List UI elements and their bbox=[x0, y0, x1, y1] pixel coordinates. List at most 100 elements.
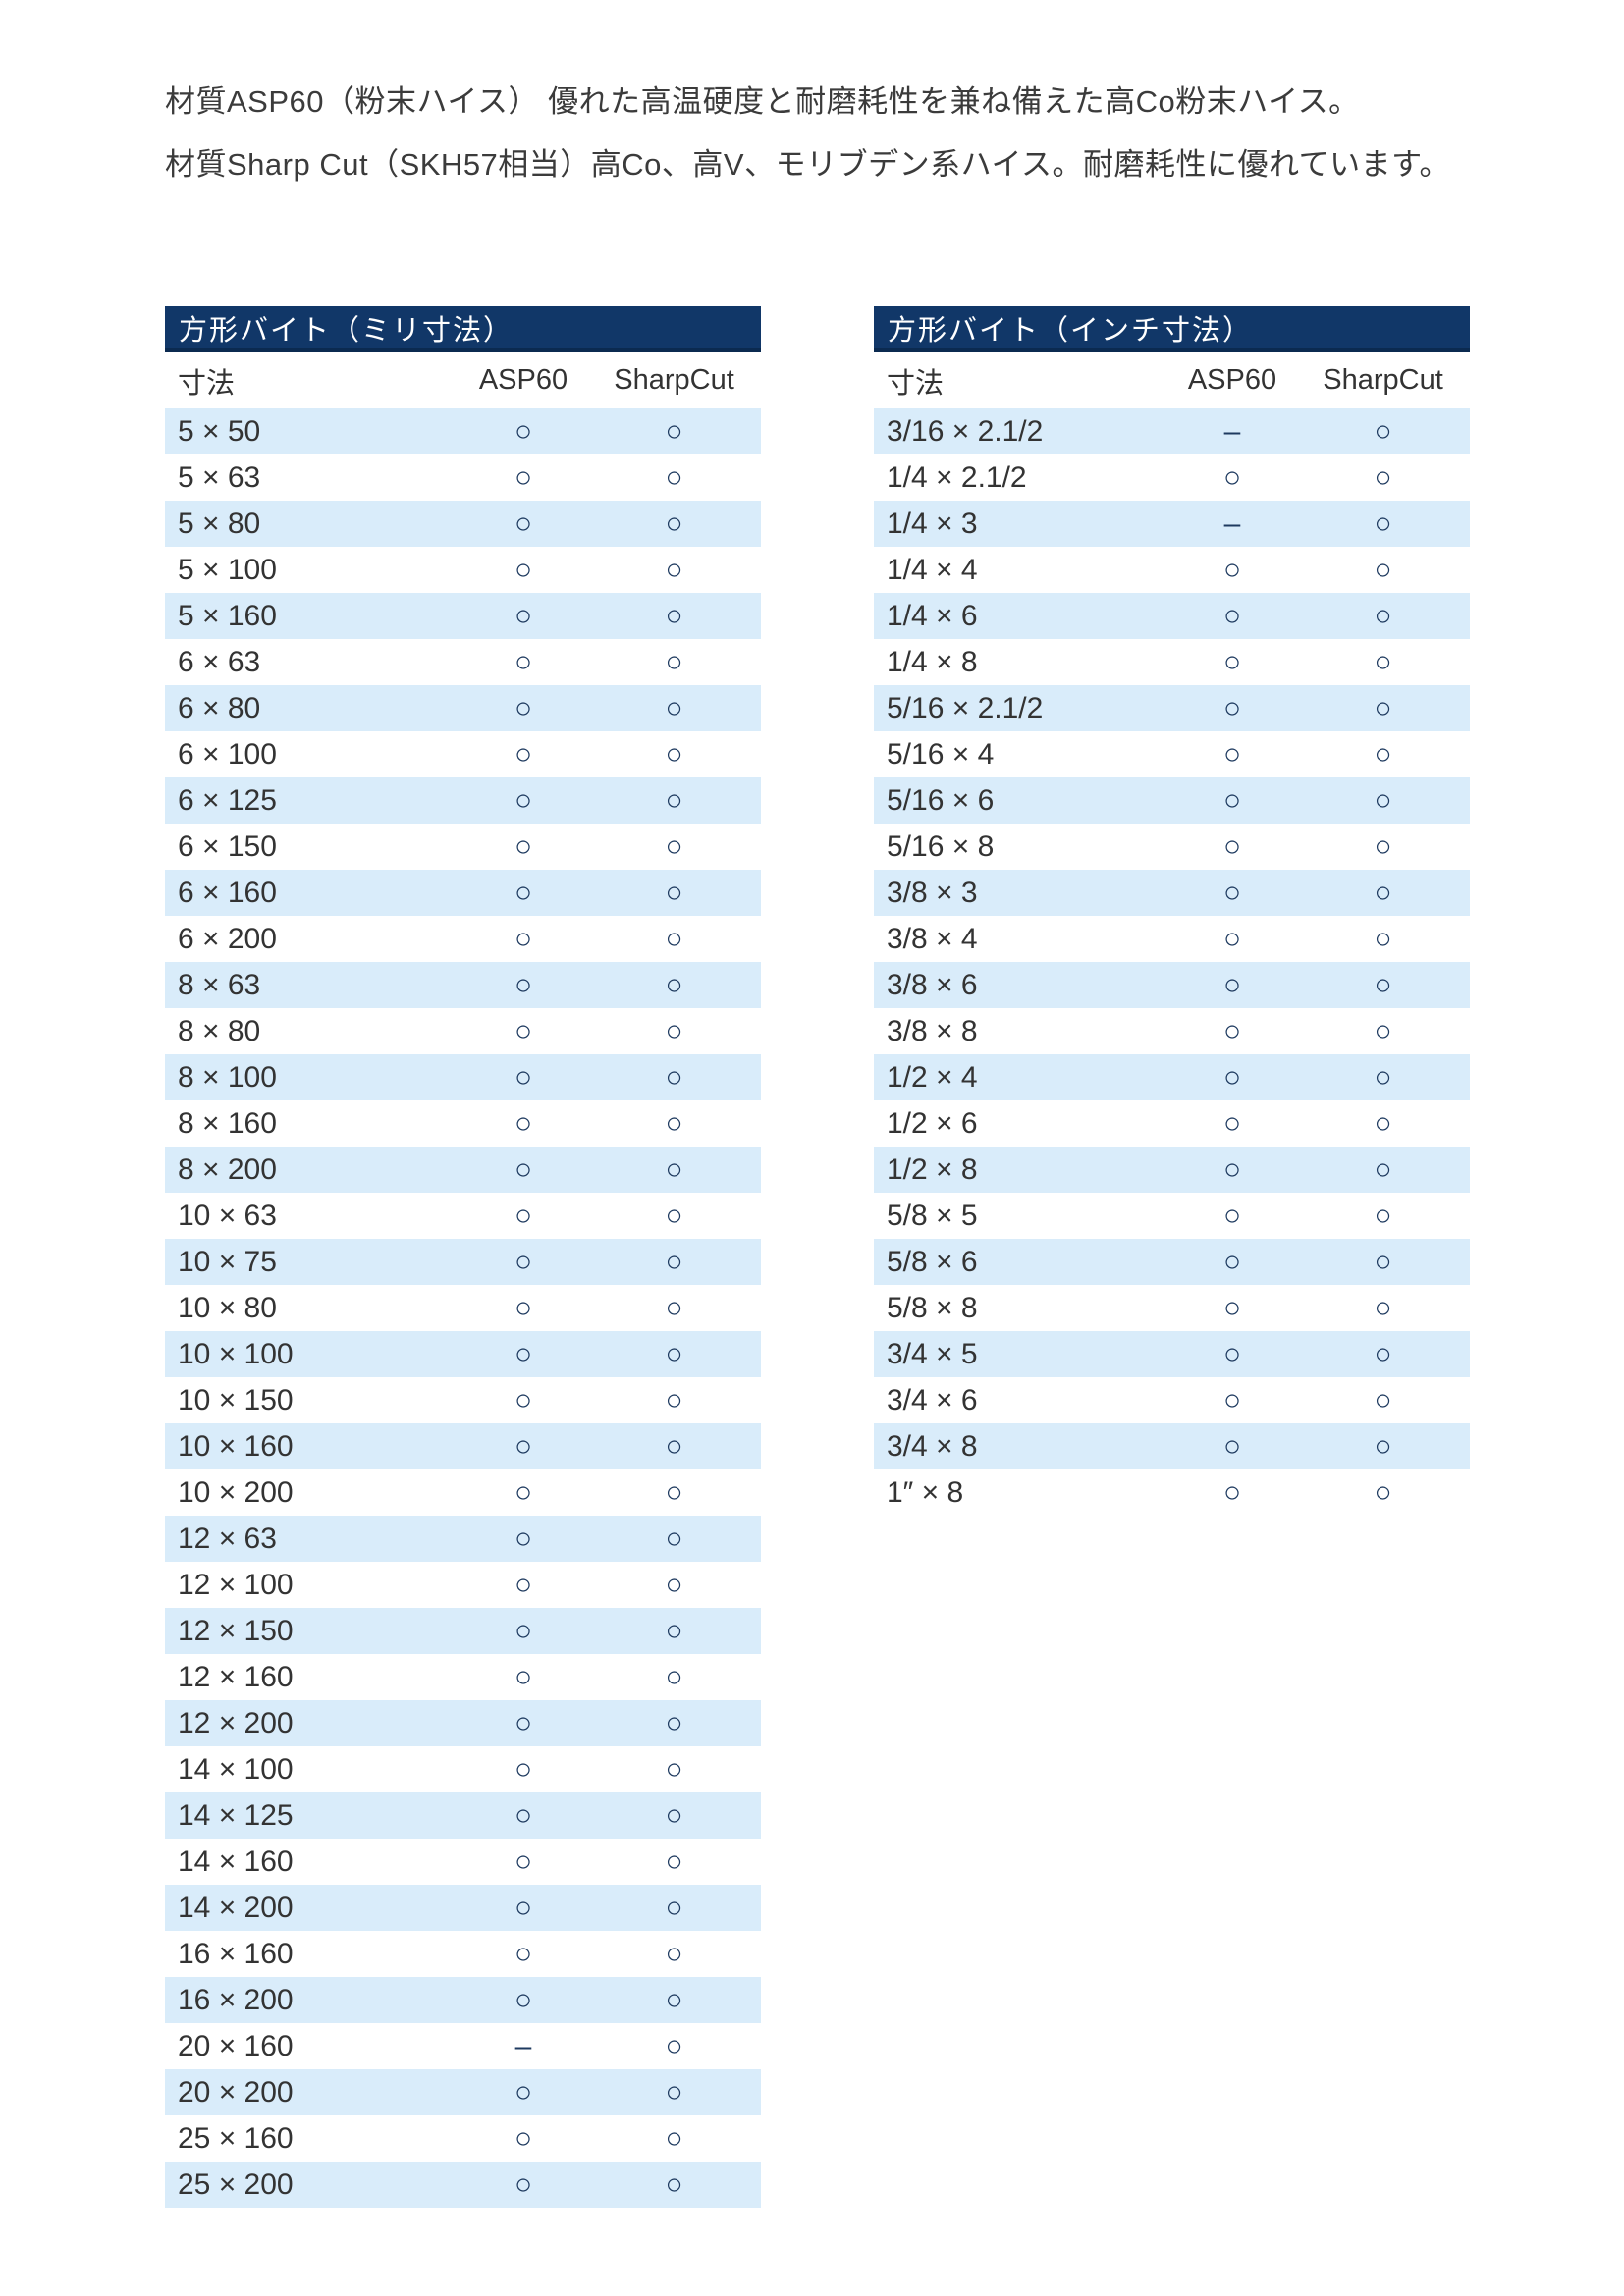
sharpcut-availability-cell: ○ bbox=[665, 1937, 683, 1970]
asp60-availability-cell: ○ bbox=[1222, 783, 1242, 817]
sharpcut-availability-cell: ○ bbox=[665, 2121, 683, 2155]
table-row: 12 × 200 ○ ○ bbox=[165, 1700, 761, 1746]
table-row: 3/8 × 4 ○ ○ bbox=[874, 916, 1470, 962]
size-cell: 12 × 160 bbox=[178, 1660, 294, 1693]
sharpcut-availability-cell: ○ bbox=[1374, 1429, 1392, 1463]
sharpcut-availability-cell: ○ bbox=[1374, 1199, 1392, 1232]
sharpcut-availability-cell: ○ bbox=[665, 2167, 683, 2201]
asp60-availability-cell: ○ bbox=[514, 645, 533, 678]
size-cell: 16 × 160 bbox=[178, 1937, 294, 1970]
asp60-availability-cell: ○ bbox=[514, 1706, 533, 1739]
size-cell: 5/8 × 5 bbox=[887, 1199, 978, 1232]
column-header-size: 寸法 bbox=[887, 367, 945, 400]
table-row: 5/16 × 2.1/2 ○ ○ bbox=[874, 685, 1470, 731]
asp60-availability-cell: ○ bbox=[1222, 829, 1242, 863]
asp60-availability-cell: ○ bbox=[514, 1199, 533, 1232]
sharpcut-availability-cell: ○ bbox=[665, 2075, 683, 2109]
sharpcut-availability-cell: ○ bbox=[1374, 553, 1392, 586]
table-row: 1/2 × 8 ○ ○ bbox=[874, 1147, 1470, 1193]
table-row: 1/4 × 8 ○ ○ bbox=[874, 639, 1470, 685]
sharpcut-availability-cell: ○ bbox=[665, 1152, 683, 1186]
table-row: 20 × 200 ○ ○ bbox=[165, 2069, 761, 2115]
sharpcut-availability-cell: ○ bbox=[665, 829, 683, 863]
table-row: 10 × 100 ○ ○ bbox=[165, 1331, 761, 1377]
sharpcut-availability-cell: ○ bbox=[1374, 1383, 1392, 1416]
sharpcut-availability-cell: ○ bbox=[665, 553, 683, 586]
asp60-availability-cell: ○ bbox=[514, 1522, 533, 1555]
table-square-bits-mm: 方形バイト（ミリ寸法） 寸法 ASP60 SharpCut 5 × 50 ○ ○ 5 × 63… bbox=[165, 306, 761, 2208]
asp60-availability-cell: ○ bbox=[514, 1106, 533, 1140]
size-cell: 5/16 × 6 bbox=[887, 783, 995, 817]
table-row: 1/4 × 6 ○ ○ bbox=[874, 593, 1470, 639]
table-row: 6 × 150 ○ ○ bbox=[165, 824, 761, 870]
asp60-availability-cell: ○ bbox=[514, 1475, 533, 1509]
asp60-availability-cell: ○ bbox=[514, 1983, 533, 2016]
size-cell: 5/8 × 8 bbox=[887, 1291, 978, 1324]
table-row: 16 × 160 ○ ○ bbox=[165, 1931, 761, 1977]
column-header-asp60: ASP60 bbox=[1187, 364, 1277, 396]
sharpcut-availability-cell: ○ bbox=[665, 922, 683, 955]
size-cell: 10 × 160 bbox=[178, 1429, 294, 1463]
column-header-size: 寸法 bbox=[178, 367, 236, 400]
size-cell: 10 × 200 bbox=[178, 1475, 294, 1509]
size-cell: 3/8 × 8 bbox=[887, 1014, 978, 1047]
sharpcut-availability-cell: ○ bbox=[1374, 1291, 1392, 1324]
size-cell: 8 × 200 bbox=[178, 1152, 277, 1186]
sharpcut-availability-cell: ○ bbox=[665, 1429, 683, 1463]
material-description-line-asp60: 材質ASP60（粉末ハイス） 優れた高温硬度と耐磨耗性を兼ね備えた高Co粉末ハイ… bbox=[165, 84, 1360, 119]
asp60-availability-cell: ○ bbox=[514, 1660, 533, 1693]
asp60-availability-cell: – bbox=[1223, 507, 1241, 540]
size-cell: 5/16 × 2.1/2 bbox=[887, 691, 1044, 724]
table-square-bits-inch: 方形バイト（インチ寸法） 寸法 ASP60 SharpCut 3/16 × 2.1/2 –… bbox=[874, 306, 1470, 1516]
sharpcut-availability-cell: ○ bbox=[665, 1844, 683, 1878]
table-row: 3/16 × 2.1/2 – ○ bbox=[874, 408, 1470, 454]
table-row: 3/8 × 3 ○ ○ bbox=[874, 870, 1470, 916]
tables-row: 方形バイト（ミリ寸法） 寸法 ASP60 SharpCut 5 × 50 ○ ○ 5 × 63… bbox=[165, 306, 1470, 2208]
sharpcut-availability-cell: ○ bbox=[665, 460, 683, 494]
size-cell: 10 × 63 bbox=[178, 1199, 277, 1232]
column-header-asp60: ASP60 bbox=[478, 364, 568, 396]
table-row: 10 × 200 ○ ○ bbox=[165, 1469, 761, 1516]
asp60-availability-cell: – bbox=[1223, 414, 1241, 448]
table-row: 10 × 75 ○ ○ bbox=[165, 1239, 761, 1285]
table-row: 3/8 × 6 ○ ○ bbox=[874, 962, 1470, 1008]
table-row: 5 × 80 ○ ○ bbox=[165, 501, 761, 547]
asp60-availability-cell: ○ bbox=[1222, 1475, 1242, 1509]
table-row: 5/16 × 8 ○ ○ bbox=[874, 824, 1470, 870]
sharpcut-availability-cell: ○ bbox=[665, 414, 683, 448]
size-cell: 14 × 100 bbox=[178, 1752, 294, 1786]
table-row: 3/8 × 8 ○ ○ bbox=[874, 1008, 1470, 1054]
sharpcut-availability-cell: ○ bbox=[1374, 414, 1392, 448]
size-cell: 10 × 75 bbox=[178, 1245, 277, 1278]
asp60-availability-cell: ○ bbox=[514, 1383, 533, 1416]
material-description: 材質ASP60（粉末ハイス） 優れた高温硬度と耐磨耗性を兼ね備えた高Co粉末ハイ… bbox=[165, 71, 1450, 196]
size-cell: 1/2 × 8 bbox=[887, 1152, 978, 1186]
asp60-availability-cell: ○ bbox=[514, 1891, 533, 1924]
table-row: 3/4 × 6 ○ ○ bbox=[874, 1377, 1470, 1423]
sharpcut-availability-cell: ○ bbox=[665, 1614, 683, 1647]
table-row: 8 × 80 ○ ○ bbox=[165, 1008, 761, 1054]
size-cell: 10 × 150 bbox=[178, 1383, 294, 1416]
size-cell: 8 × 63 bbox=[178, 968, 261, 1001]
size-cell: 5 × 80 bbox=[178, 507, 261, 540]
table-row: 6 × 125 ○ ○ bbox=[165, 777, 761, 824]
asp60-availability-cell: ○ bbox=[514, 1429, 533, 1463]
table-row: 16 × 200 ○ ○ bbox=[165, 1977, 761, 2023]
size-cell: 3/8 × 4 bbox=[887, 922, 978, 955]
asp60-availability-cell: ○ bbox=[514, 1798, 533, 1832]
sharpcut-availability-cell: ○ bbox=[665, 1199, 683, 1232]
size-cell: 1″ × 8 bbox=[887, 1475, 964, 1509]
size-cell: 10 × 100 bbox=[178, 1337, 294, 1370]
size-cell: 12 × 63 bbox=[178, 1522, 277, 1555]
sharpcut-availability-cell: ○ bbox=[1374, 460, 1392, 494]
sharpcut-availability-cell: ○ bbox=[665, 737, 683, 771]
sharpcut-availability-cell: ○ bbox=[665, 1891, 683, 1924]
asp60-availability-cell: ○ bbox=[514, 2167, 533, 2201]
asp60-availability-cell: ○ bbox=[1222, 1291, 1242, 1324]
table-row: 1/4 × 3 – ○ bbox=[874, 501, 1470, 547]
size-cell: 1/4 × 8 bbox=[887, 645, 978, 678]
asp60-availability-cell: ○ bbox=[514, 829, 533, 863]
size-cell: 3/4 × 5 bbox=[887, 1337, 978, 1370]
asp60-availability-cell: ○ bbox=[1222, 1014, 1242, 1047]
